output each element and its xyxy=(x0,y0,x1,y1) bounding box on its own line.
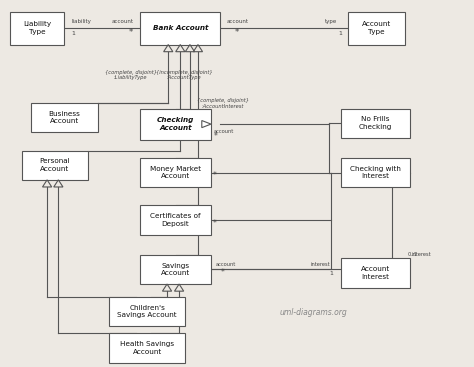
FancyBboxPatch shape xyxy=(140,109,211,139)
FancyBboxPatch shape xyxy=(31,103,98,132)
FancyBboxPatch shape xyxy=(341,158,410,187)
FancyBboxPatch shape xyxy=(348,12,405,44)
Text: {complete, disjoint}
:LiabilityType: {complete, disjoint} :LiabilityType xyxy=(105,69,157,80)
Text: 1: 1 xyxy=(329,271,333,276)
Text: uml-diagrams.org: uml-diagrams.org xyxy=(280,308,347,317)
Text: Money Market
Account: Money Market Account xyxy=(150,166,201,179)
Text: Personal
Account: Personal Account xyxy=(40,159,70,172)
Text: liability: liability xyxy=(72,19,91,24)
Text: Liability
Type: Liability Type xyxy=(23,21,51,35)
Text: Health Savings
Account: Health Savings Account xyxy=(120,341,174,355)
Text: account: account xyxy=(112,19,134,24)
Text: Business
Account: Business Account xyxy=(48,111,81,124)
Text: *: * xyxy=(128,28,133,37)
Text: Account
Interest: Account Interest xyxy=(361,266,390,280)
FancyBboxPatch shape xyxy=(140,206,211,235)
Text: Checking with
Interest: Checking with Interest xyxy=(350,166,401,179)
Text: *: * xyxy=(213,219,217,228)
Text: 1: 1 xyxy=(338,31,343,36)
Text: interest: interest xyxy=(412,252,431,257)
Text: interest: interest xyxy=(310,262,330,267)
Text: Savings
Account: Savings Account xyxy=(161,263,190,276)
Text: *: * xyxy=(235,28,239,37)
Text: account: account xyxy=(213,129,234,134)
Text: Children's
Savings Account: Children's Savings Account xyxy=(118,305,177,318)
FancyBboxPatch shape xyxy=(109,333,185,363)
Text: Bank Account: Bank Account xyxy=(153,25,208,31)
Text: Checking
Account: Checking Account xyxy=(157,117,194,131)
Text: *: * xyxy=(213,171,217,181)
Text: *: * xyxy=(220,268,224,277)
Text: type: type xyxy=(324,19,337,24)
Text: account: account xyxy=(216,262,236,267)
Text: account: account xyxy=(226,19,248,24)
FancyBboxPatch shape xyxy=(10,12,64,44)
Text: {incomplete, disjoint}
:AccountType: {incomplete, disjoint} :AccountType xyxy=(156,69,213,80)
Text: No Frills
Checking: No Frills Checking xyxy=(358,116,392,130)
Text: Certificates of
Deposit: Certificates of Deposit xyxy=(150,213,201,227)
FancyBboxPatch shape xyxy=(140,158,211,187)
Text: 1: 1 xyxy=(72,31,75,36)
FancyBboxPatch shape xyxy=(140,12,220,44)
FancyBboxPatch shape xyxy=(341,109,410,138)
FancyBboxPatch shape xyxy=(341,258,410,288)
Text: {complete, disjoint}
:AccountInterest: {complete, disjoint} :AccountInterest xyxy=(197,98,249,109)
FancyBboxPatch shape xyxy=(140,255,211,284)
Text: Account
Type: Account Type xyxy=(362,21,391,35)
Text: 0..1: 0..1 xyxy=(407,252,417,257)
Text: *: * xyxy=(213,132,217,141)
FancyBboxPatch shape xyxy=(22,150,88,180)
FancyBboxPatch shape xyxy=(109,297,185,326)
